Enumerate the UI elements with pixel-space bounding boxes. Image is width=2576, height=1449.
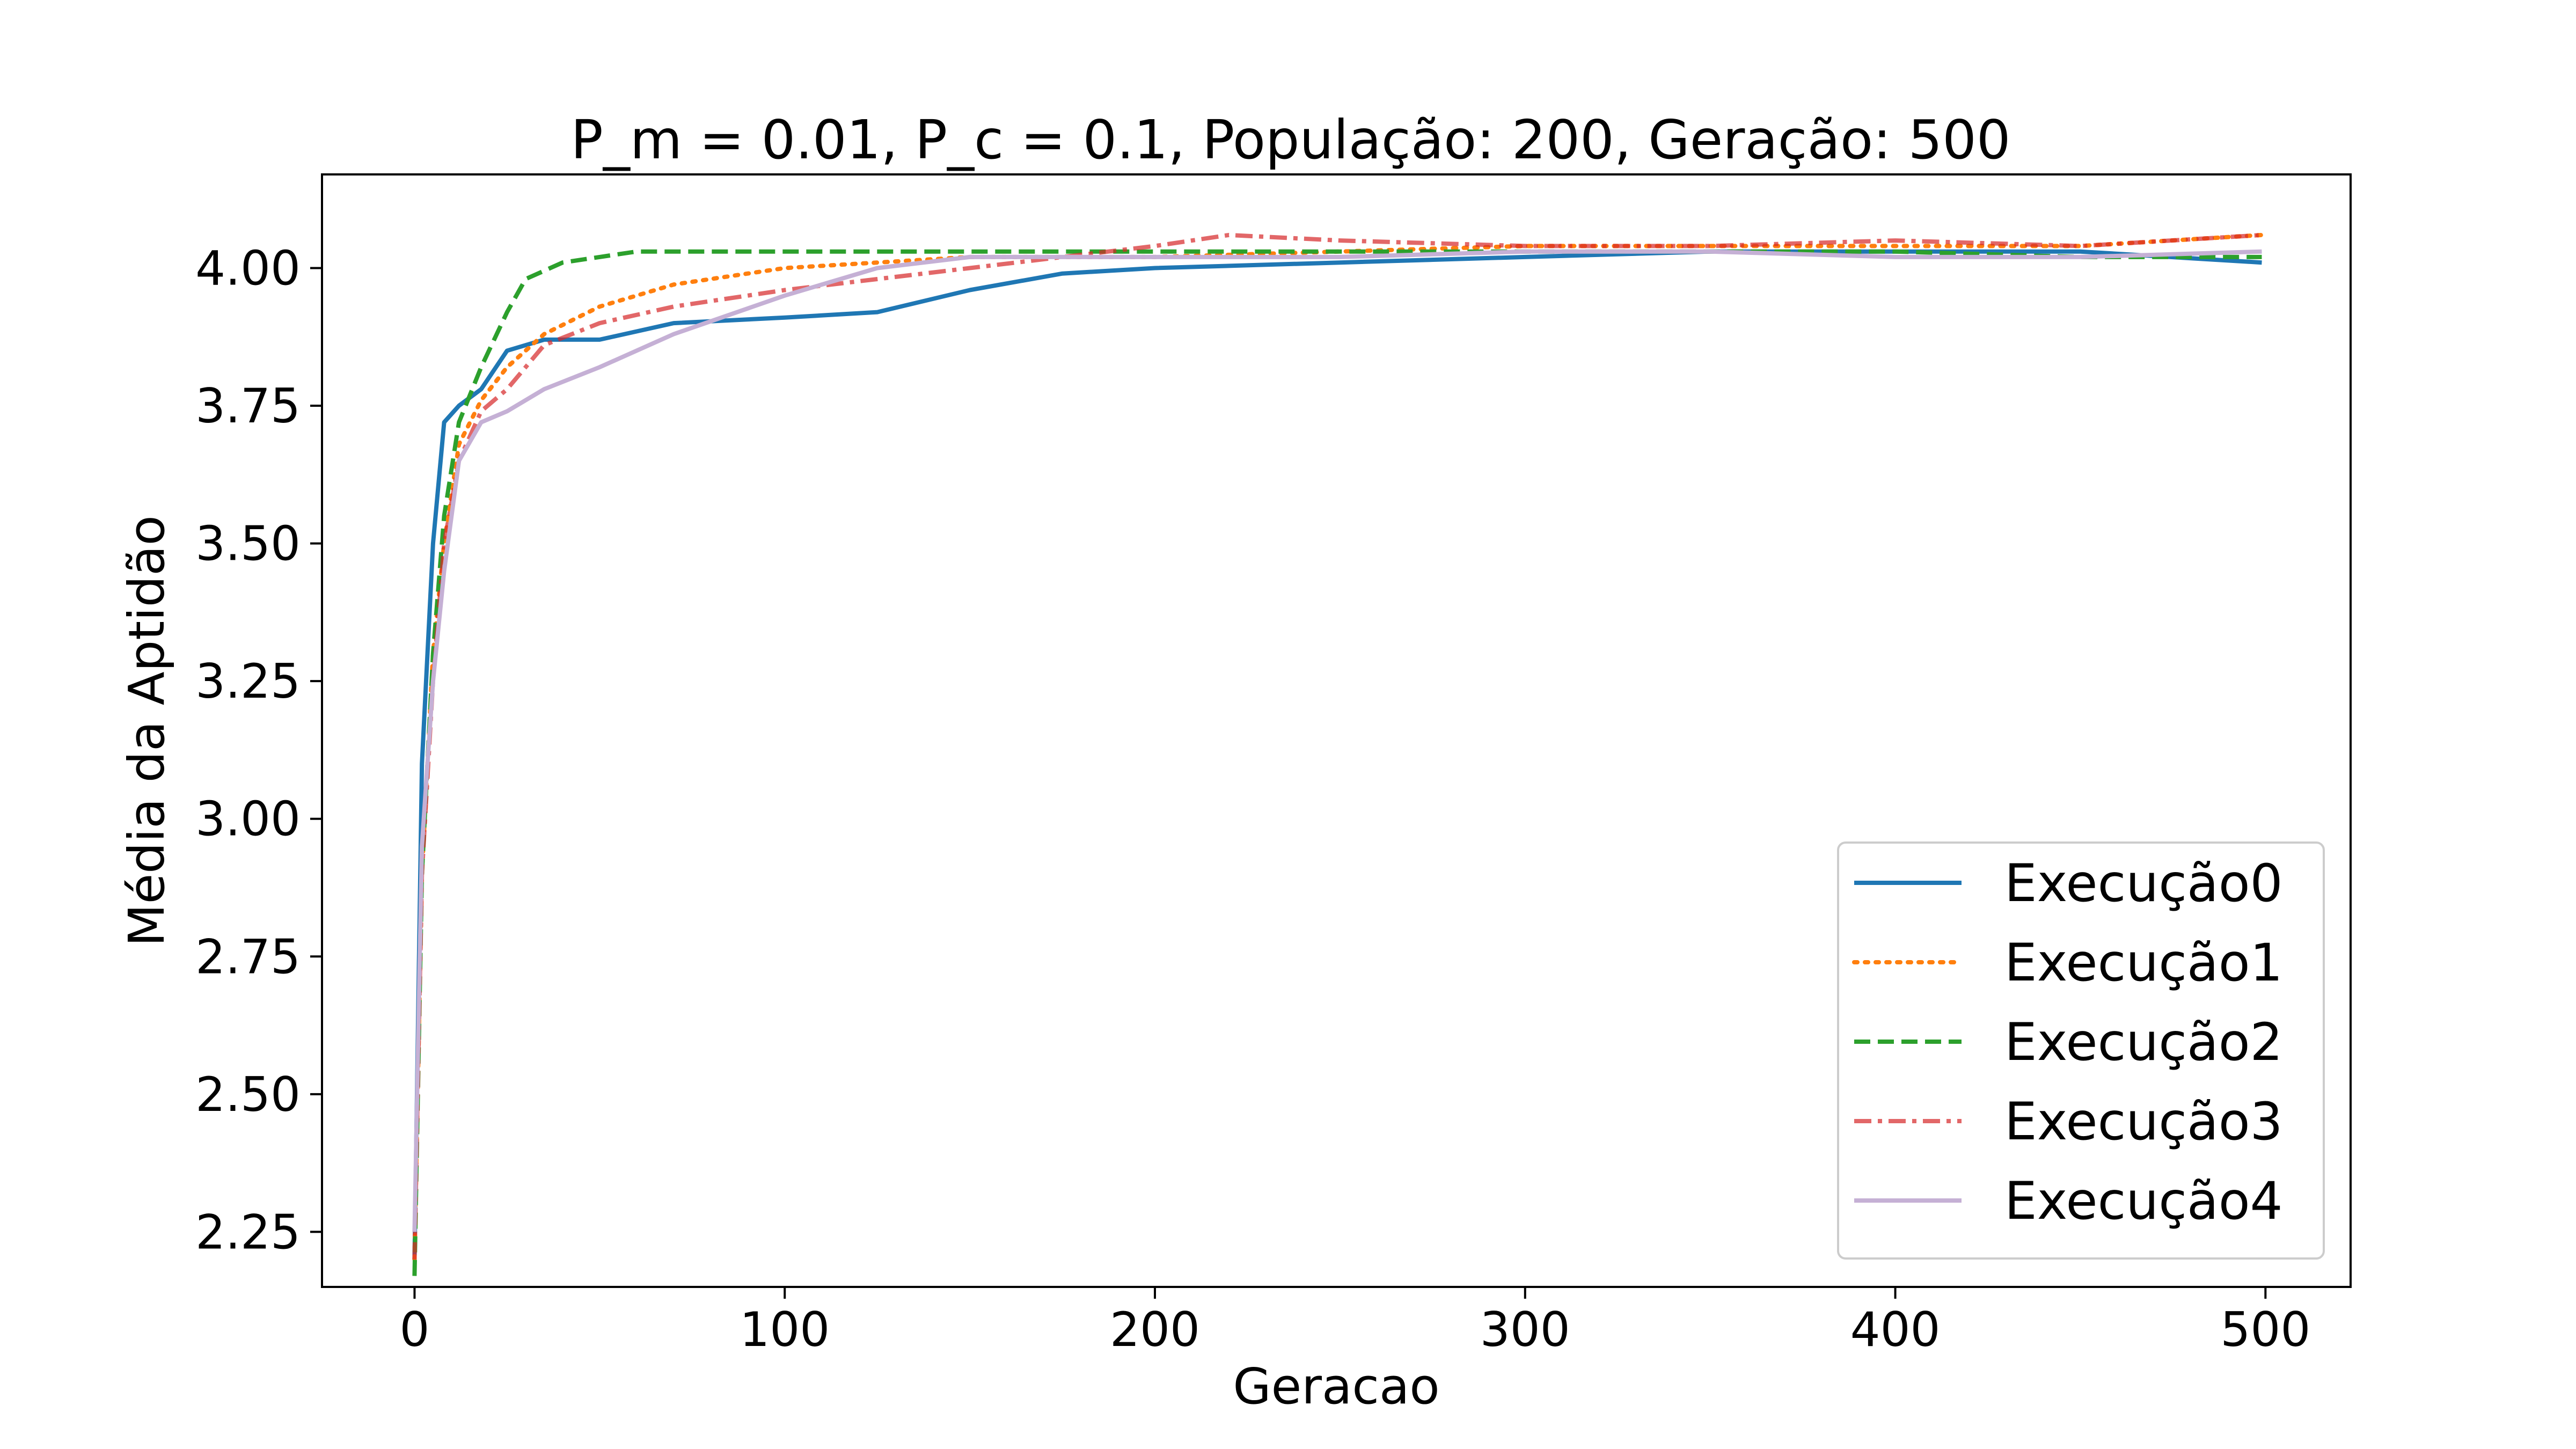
x-axis: 0 100 200 300 400 500 [399,1287,2310,1357]
x-tick-label: 500 [2220,1302,2310,1357]
legend-label-4: Execução4 [2004,1171,2283,1231]
y-tick-label: 4.00 [195,240,301,296]
y-tick-label: 3.00 [195,792,301,847]
y-tick-label: 3.50 [195,516,301,572]
y-tick-label: 2.75 [195,929,301,984]
series-group [412,232,2264,1276]
x-tick-label: 200 [1110,1302,1200,1357]
y-tick-label: 2.50 [195,1067,301,1122]
x-tick-label: 100 [740,1302,830,1357]
legend: Execução0 Execução1 Execução2 Execução3 Exec… [1837,841,2325,1260]
plot-frame [321,173,2352,1288]
x-tick-label: 0 [399,1302,429,1357]
y-axis: 2.25 2.50 2.75 3.00 3.25 3.50 3.75 4.00 [195,240,322,1260]
legend-frame [1837,841,2325,1260]
legend-label-3: Execução3 [2004,1092,2283,1152]
legend-label-2: Execução2 [2004,1012,2283,1072]
y-axis-label: Média da Aptidão [118,515,175,947]
y-tick-label: 2.25 [195,1204,301,1260]
y-tick-label: 3.25 [195,654,301,709]
series-line-4 [412,249,2262,1232]
y-tick-label: 3.75 [195,378,301,434]
legend-label-1: Execução1 [2004,933,2283,993]
legend-label-0: Execução0 [2004,853,2283,913]
x-tick-label: 300 [1480,1302,1570,1357]
x-axis-label: Geracao [1233,1358,1439,1415]
x-tick-label: 400 [1850,1302,1941,1357]
chart-title: P_m = 0.01, P_c = 0.1, População: 200, G… [571,108,2011,171]
